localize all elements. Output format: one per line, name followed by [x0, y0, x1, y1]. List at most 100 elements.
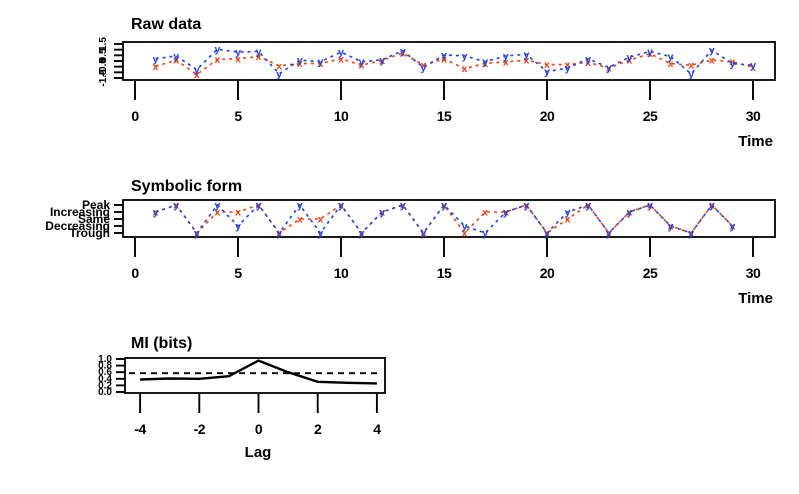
raw-marker-y: y: [585, 53, 591, 65]
symbolic-series-y-line: [155, 203, 733, 235]
symbolic-marker-y: y: [482, 228, 488, 240]
symbolic-marker-x: x: [214, 207, 220, 219]
symbolic-form-box: [122, 199, 776, 238]
raw-marker-y: y: [462, 50, 468, 62]
symbolic-marker-x: x: [709, 200, 715, 212]
svg-text:0.4: 0.4: [98, 374, 112, 385]
symbolic-marker-x: x: [503, 207, 509, 219]
raw-marker-y: y: [565, 63, 571, 75]
raw-marker-x: x: [338, 53, 344, 65]
svg-text:0.6: 0.6: [98, 367, 112, 378]
symbolic-marker-x: x: [668, 221, 674, 233]
symbolic-marker-y: y: [503, 207, 509, 219]
raw-marker-y: y: [441, 49, 447, 61]
symbolic-marker-x: x: [379, 207, 385, 219]
symbolic-marker-x: x: [297, 214, 303, 226]
svg-text:0: 0: [131, 108, 139, 124]
symbolic-marker-y: y: [153, 207, 159, 219]
symbolic-marker-y: y: [523, 200, 529, 212]
raw-marker-x: x: [750, 62, 756, 74]
svg-text:1: 1: [98, 46, 109, 52]
raw-marker-y: y: [647, 46, 653, 58]
svg-text:30: 30: [746, 265, 761, 281]
symbolic-marker-x: x: [276, 228, 282, 240]
raw-marker-y: y: [214, 44, 220, 56]
svg-text:Trough: Trough: [69, 226, 110, 240]
raw-marker-y: y: [297, 55, 303, 67]
raw-marker-x: x: [523, 55, 529, 67]
symbolic-marker-y: y: [194, 228, 200, 240]
symbolic-marker-x: x: [523, 200, 529, 212]
raw-marker-y: y: [420, 62, 426, 74]
svg-text:1.5: 1.5: [98, 37, 109, 51]
svg-text:25: 25: [643, 265, 658, 281]
raw-marker-x: x: [544, 59, 550, 71]
symbolic-marker-y: y: [420, 228, 426, 240]
svg-text:0: 0: [131, 265, 139, 281]
raw-marker-y: y: [153, 53, 159, 65]
svg-text:10: 10: [334, 108, 349, 124]
raw-marker-y: y: [482, 56, 488, 68]
mi-panel: -4 -2 0 2 4 1.00.80.60.40.20.0: [98, 354, 386, 437]
symbolic-marker-y: y: [173, 200, 179, 212]
raw-data-title: Raw data: [131, 16, 201, 33]
symbolic-marker-y: y: [585, 200, 591, 212]
raw-marker-x: x: [153, 61, 159, 73]
svg-text:0.2: 0.2: [98, 380, 112, 391]
svg-text:-1.5: -1.5: [98, 69, 109, 87]
symbolic-marker-y: y: [606, 228, 612, 240]
raw-marker-x: x: [256, 51, 262, 63]
symbolic-marker-x: x: [153, 207, 159, 219]
mi-line: [140, 359, 377, 385]
svg-text:10: 10: [334, 265, 349, 281]
svg-text:-0.5: -0.5: [98, 58, 109, 76]
symbolic-marker-y: y: [379, 207, 385, 219]
svg-text:Increasing: Increasing: [50, 205, 110, 219]
raw-marker-y: y: [523, 49, 529, 61]
svg-text:0.5: 0.5: [98, 48, 109, 62]
mi-box: [124, 357, 386, 394]
symbolic-marker-x: x: [338, 200, 344, 212]
raw-marker-x: x: [359, 60, 365, 72]
svg-text:15: 15: [437, 108, 452, 124]
svg-text:2: 2: [314, 421, 322, 437]
symbolic-marker-x: x: [647, 200, 653, 212]
symbolic-marker-y: y: [544, 228, 550, 240]
raw-marker-y: y: [173, 50, 179, 62]
symbolic-marker-y: y: [317, 228, 323, 240]
raw-marker-x: x: [379, 55, 385, 67]
symbolic-marker-y: y: [626, 207, 632, 219]
svg-text:0.8: 0.8: [98, 361, 112, 372]
raw-data-box: [122, 41, 776, 81]
raw-marker-y: y: [503, 50, 509, 62]
symbolic-marker-y: y: [565, 207, 571, 219]
symbolic-marker-x: x: [462, 228, 468, 240]
symbolic-marker-y: y: [668, 221, 674, 233]
symbolic-marker-y: y: [400, 200, 406, 212]
raw-data-xaxis-label: Time: [738, 133, 773, 150]
symbolic-marker-x: x: [729, 221, 735, 233]
raw-marker-y: y: [338, 47, 344, 59]
raw-marker-y: y: [379, 54, 385, 66]
raw-marker-x: x: [462, 63, 468, 75]
raw-marker-y: y: [688, 68, 694, 80]
symbolic-form-xaxis-label: Time: [738, 290, 773, 307]
svg-text:20: 20: [540, 265, 555, 281]
raw-marker-y: y: [729, 58, 735, 70]
symbolic-marker-x: x: [256, 200, 262, 212]
raw-marker-x: x: [565, 59, 571, 71]
raw-marker-y: y: [606, 62, 612, 74]
svg-text:5: 5: [234, 108, 242, 124]
raw-marker-y: y: [544, 66, 550, 78]
raw-marker-x: x: [400, 48, 406, 60]
raw-marker-x: x: [647, 48, 653, 60]
raw-marker-y: y: [359, 56, 365, 68]
svg-text:-2: -2: [194, 421, 206, 437]
svg-text:20: 20: [540, 108, 555, 124]
raw-marker-x: x: [297, 58, 303, 70]
svg-text:15: 15: [437, 265, 452, 281]
symbolic-marker-y: y: [214, 200, 220, 212]
